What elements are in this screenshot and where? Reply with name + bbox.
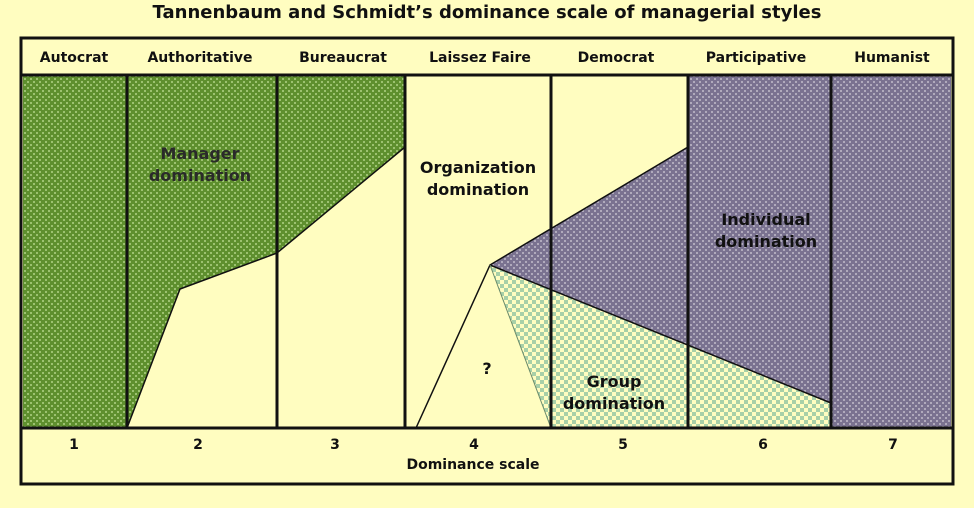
group-domination-region [490, 265, 831, 428]
group-label-line1: Group [586, 372, 642, 391]
header-humanist: Humanist [854, 50, 930, 66]
scale-number-4: 4 [469, 437, 479, 453]
group-domination-label: Group domination [563, 371, 665, 415]
group-upper-boundary [489, 264, 832, 404]
header-laissez-faire: Laissez Faire [429, 50, 531, 66]
individual-label-line2: domination [714, 232, 818, 251]
organization-label-line1: Organization [419, 158, 537, 177]
individual-domination-region [490, 75, 951, 428]
scale-number-6: 6 [758, 437, 768, 453]
column-dividers [125, 75, 833, 428]
scale-number-1: 1 [69, 437, 79, 453]
organization-domination-label: Organization domination [420, 157, 536, 201]
header-bureaucrat: Bureaucrat [299, 50, 387, 66]
group-left-boundary [489, 264, 552, 429]
header-autocrat: Autocrat [39, 50, 109, 66]
organization-label-line2: domination [426, 180, 530, 199]
dominance-scale-label: Dominance scale [406, 457, 540, 473]
scale-number-5: 5 [618, 437, 628, 453]
unknown-region-label: ? [482, 359, 492, 378]
manager-label-line2: domination [148, 166, 252, 185]
individual-domination-label: Individual domination [715, 209, 817, 253]
individual-label-line1: Individual [721, 210, 811, 229]
manager-label-line1: Manager [160, 144, 240, 163]
header-democrat: Democrat [577, 50, 655, 66]
group-label-line2: domination [562, 394, 666, 413]
scale-number-7: 7 [888, 437, 898, 453]
scale-number-3: 3 [330, 437, 340, 453]
manager-domination-label: Manager domination [149, 143, 251, 187]
header-participative: Participative [705, 50, 807, 66]
diagram-title: Tannenbaum and Schmidt’s dominance scale… [152, 2, 822, 23]
outer-frame [19, 36, 955, 486]
manager-domination-region [23, 75, 405, 428]
manager-boundary-line [126, 146, 406, 429]
header-authoritative: Authoritative [147, 50, 253, 66]
scale-number-2: 2 [193, 437, 203, 453]
